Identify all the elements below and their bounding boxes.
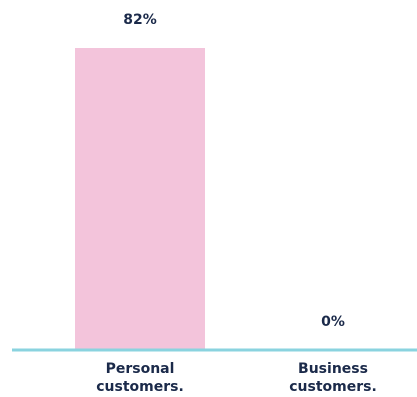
bar-1 (75, 48, 205, 350)
x-tick-label-2-line-2: customers. (289, 379, 377, 395)
x-tick-label-2-line-1: Business (298, 361, 368, 377)
x-tick-labels-layer: Personal customers. Business customers. (96, 361, 377, 395)
x-tick-label-2: Business customers. (289, 361, 377, 395)
x-tick-label-1-line-2: customers. (96, 379, 184, 395)
x-tick-label-1-line-1: Personal (106, 361, 175, 377)
x-tick-label-1: Personal customers. (96, 361, 184, 395)
bars-layer (75, 48, 205, 350)
value-label-2: 0% (321, 314, 345, 330)
value-labels-layer: 82% 0% (123, 12, 345, 330)
value-label-1: 82% (123, 12, 157, 28)
